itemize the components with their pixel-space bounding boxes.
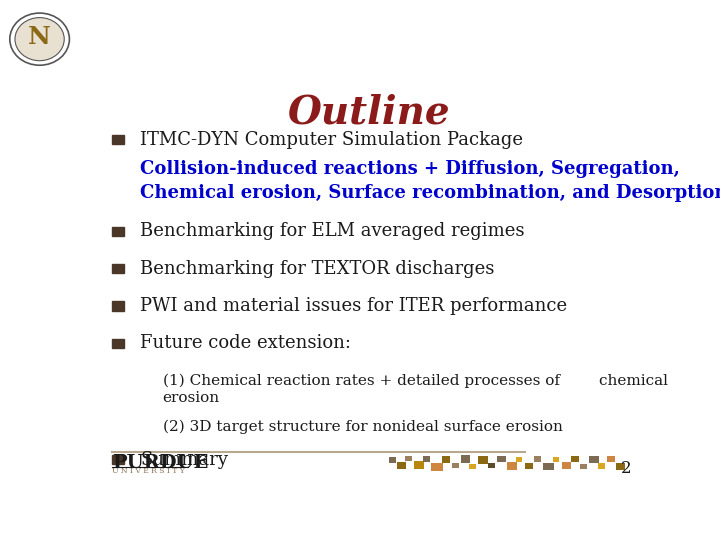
- FancyBboxPatch shape: [516, 457, 522, 462]
- FancyBboxPatch shape: [112, 135, 124, 144]
- FancyBboxPatch shape: [461, 455, 470, 463]
- Text: N: N: [28, 25, 51, 49]
- Text: Benchmarking for ELM averaged regimes: Benchmarking for ELM averaged regimes: [140, 222, 525, 240]
- FancyBboxPatch shape: [112, 227, 124, 235]
- Text: Outline: Outline: [288, 94, 450, 132]
- FancyBboxPatch shape: [112, 455, 124, 464]
- FancyBboxPatch shape: [431, 463, 443, 471]
- FancyBboxPatch shape: [405, 456, 412, 461]
- FancyBboxPatch shape: [112, 339, 124, 348]
- FancyBboxPatch shape: [525, 463, 533, 469]
- FancyBboxPatch shape: [413, 461, 423, 469]
- FancyBboxPatch shape: [562, 462, 571, 469]
- FancyBboxPatch shape: [553, 457, 559, 462]
- FancyBboxPatch shape: [389, 457, 396, 463]
- FancyBboxPatch shape: [571, 456, 579, 462]
- FancyBboxPatch shape: [451, 463, 459, 468]
- FancyBboxPatch shape: [580, 464, 587, 469]
- FancyBboxPatch shape: [498, 456, 505, 462]
- Text: PURDUE: PURDUE: [112, 454, 209, 472]
- FancyBboxPatch shape: [607, 456, 615, 462]
- Circle shape: [15, 18, 64, 60]
- Text: Benchmarking for TEXTOR discharges: Benchmarking for TEXTOR discharges: [140, 260, 495, 278]
- FancyBboxPatch shape: [507, 462, 517, 470]
- FancyBboxPatch shape: [534, 456, 541, 462]
- FancyBboxPatch shape: [469, 464, 476, 469]
- Text: (1) Chemical reaction rates + detailed processes of        chemical
erosion: (1) Chemical reaction rates + detailed p…: [163, 373, 667, 405]
- Text: (2) 3D target structure for nonideal surface erosion: (2) 3D target structure for nonideal sur…: [163, 420, 562, 434]
- FancyBboxPatch shape: [589, 456, 599, 463]
- FancyBboxPatch shape: [441, 456, 451, 463]
- FancyBboxPatch shape: [423, 456, 431, 462]
- Text: Summary: Summary: [140, 451, 228, 469]
- FancyBboxPatch shape: [112, 264, 124, 273]
- Text: Collision-induced reactions + Diffusion, Segregation,
Chemical erosion, Surface : Collision-induced reactions + Diffusion,…: [140, 160, 720, 202]
- FancyBboxPatch shape: [112, 301, 124, 310]
- Text: ITMC-DYN Computer Simulation Package: ITMC-DYN Computer Simulation Package: [140, 131, 523, 149]
- FancyBboxPatch shape: [397, 462, 406, 469]
- FancyBboxPatch shape: [543, 463, 554, 470]
- Text: U N I V E R S I T Y: U N I V E R S I T Y: [112, 467, 185, 475]
- FancyBboxPatch shape: [598, 463, 605, 469]
- Text: PWI and material issues for ITER performance: PWI and material issues for ITER perform…: [140, 297, 567, 315]
- Text: 2: 2: [621, 460, 631, 477]
- FancyBboxPatch shape: [488, 463, 495, 468]
- FancyBboxPatch shape: [478, 456, 488, 464]
- Text: Future code extension:: Future code extension:: [140, 334, 351, 353]
- FancyBboxPatch shape: [616, 463, 625, 470]
